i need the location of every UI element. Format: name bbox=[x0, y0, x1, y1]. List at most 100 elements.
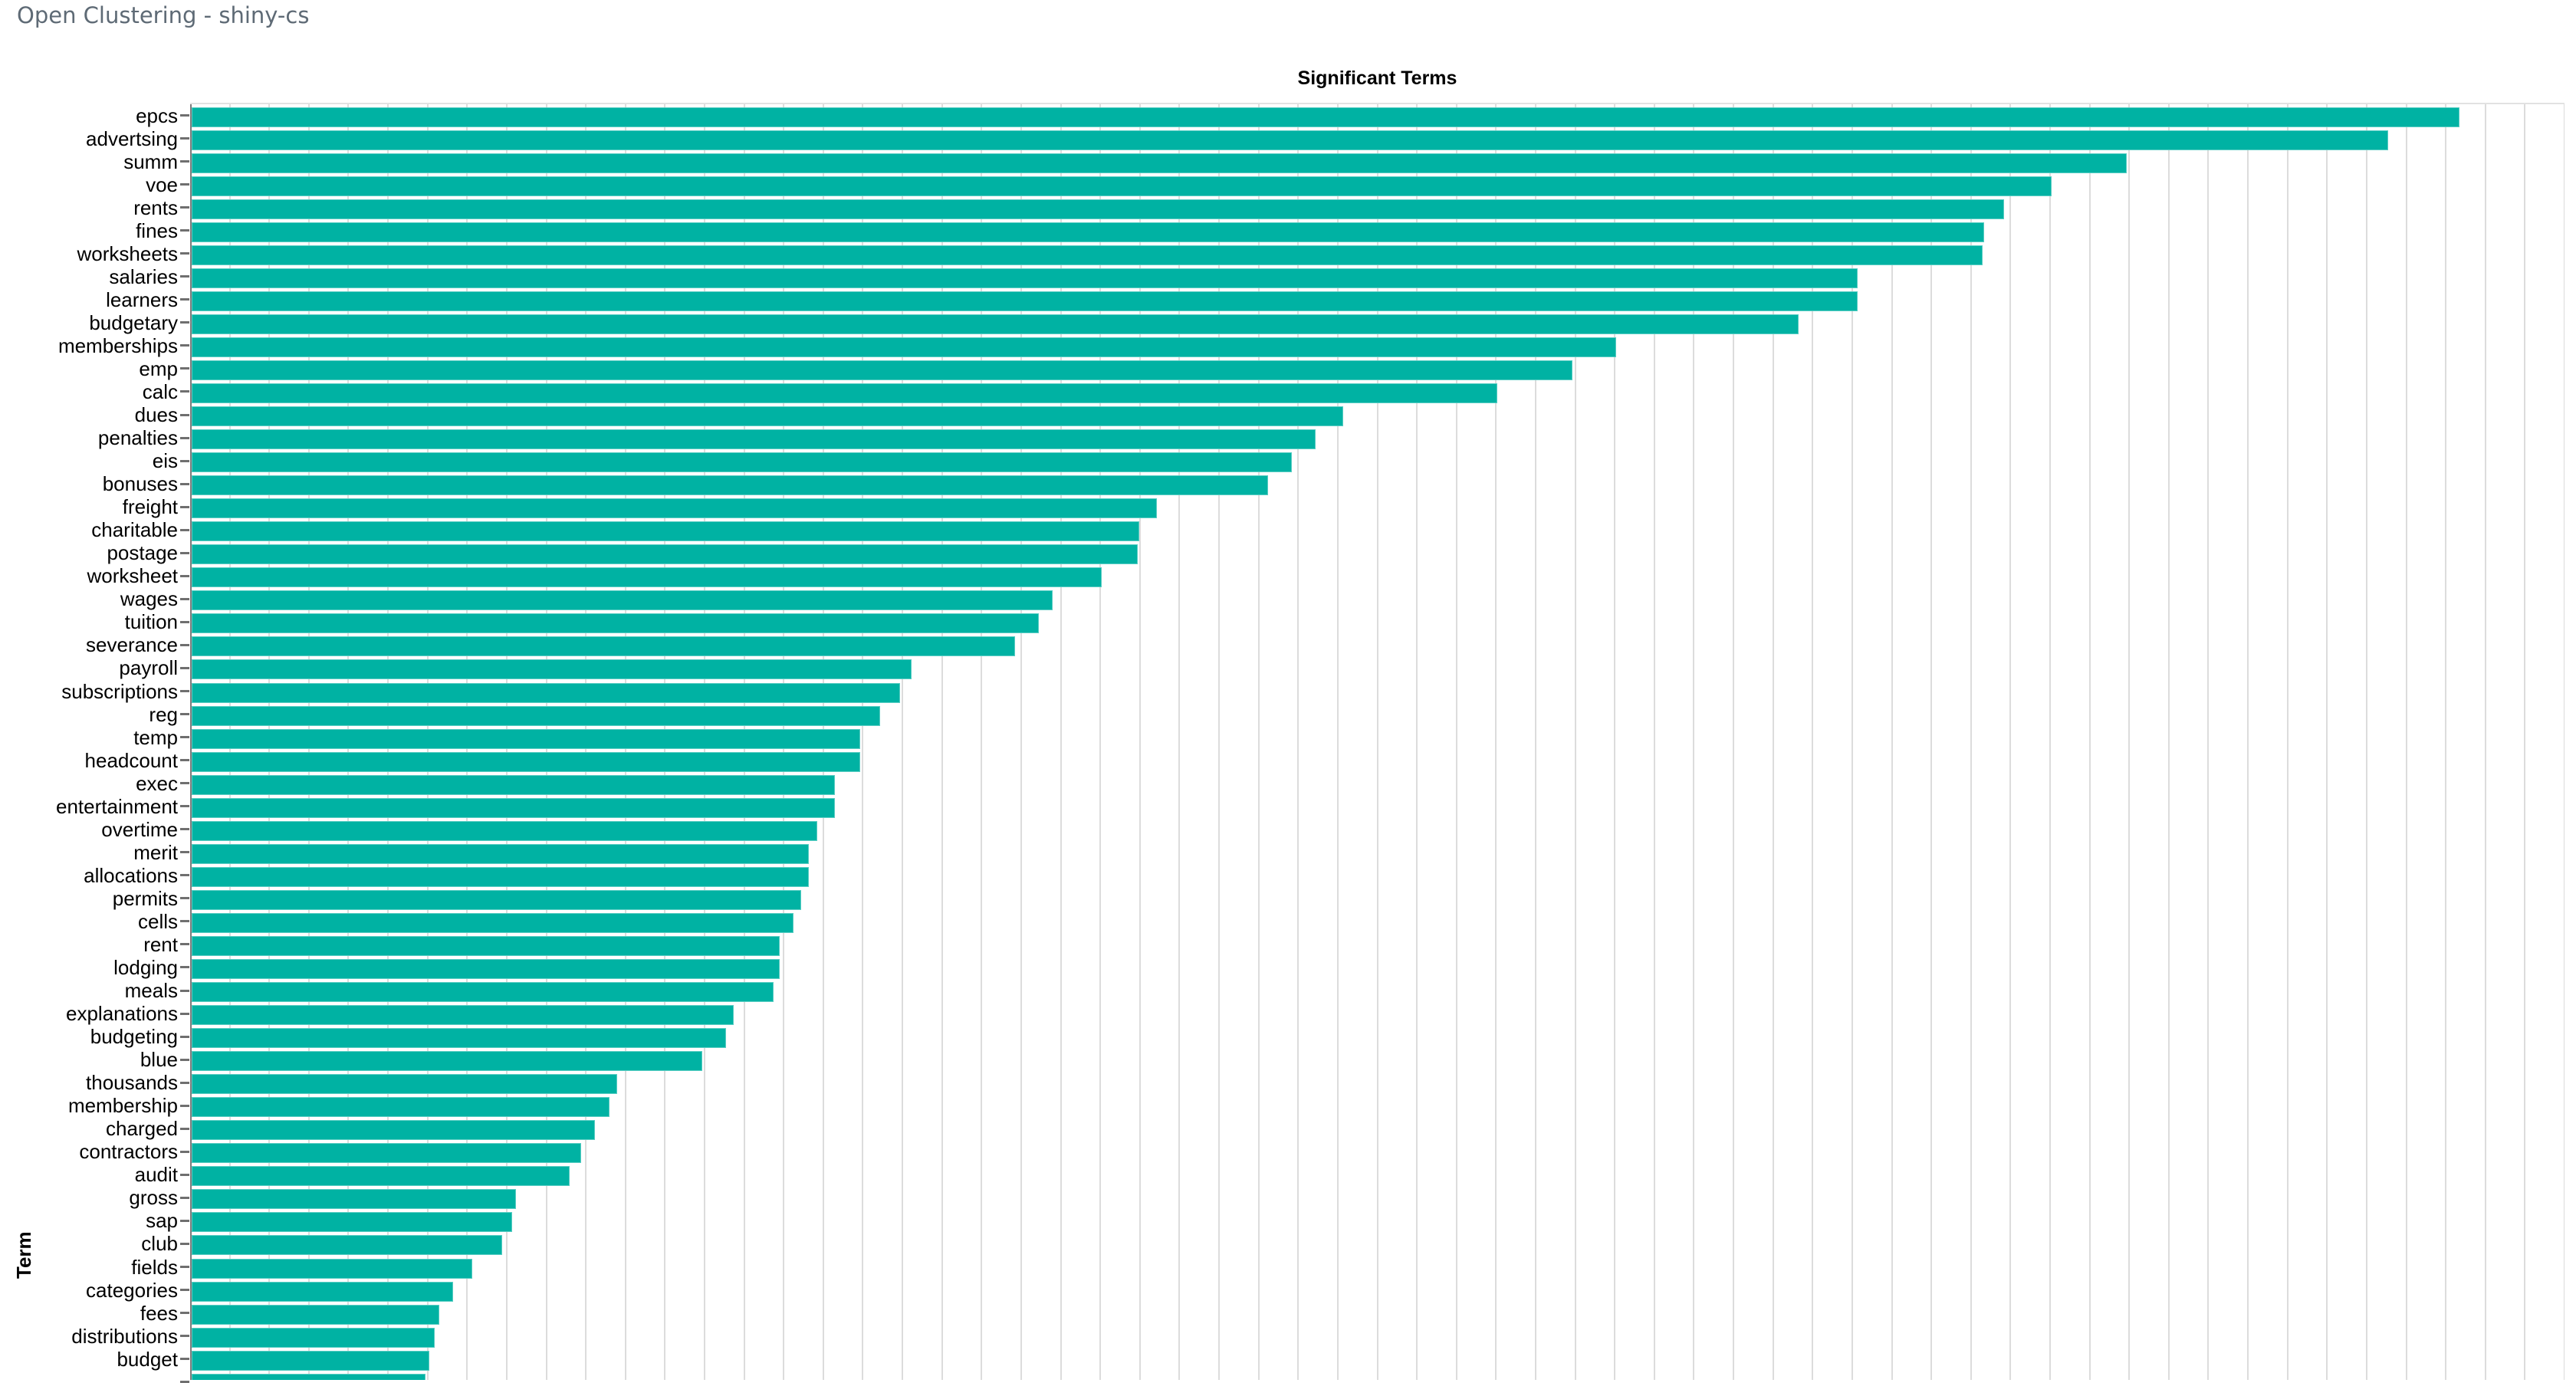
category-label: worksheets bbox=[77, 242, 179, 265]
category-label: calc bbox=[142, 380, 178, 403]
bar bbox=[192, 867, 809, 887]
category-label: voe bbox=[146, 173, 178, 196]
gridline bbox=[1337, 104, 1339, 1380]
bar bbox=[192, 844, 809, 864]
gridline bbox=[1377, 104, 1378, 1380]
y-tick bbox=[180, 160, 189, 163]
gridline bbox=[1891, 104, 1893, 1380]
category-label: overtime bbox=[101, 818, 178, 841]
category-label: bonuses bbox=[102, 472, 178, 495]
category-label: membership bbox=[67, 1094, 178, 1117]
gridline bbox=[2207, 104, 2209, 1380]
category-label: epcs bbox=[136, 104, 178, 127]
category-label: eis bbox=[152, 449, 178, 472]
chart-title: Significant Terms bbox=[1297, 67, 1457, 89]
bar bbox=[192, 752, 860, 772]
bar bbox=[192, 1374, 426, 1380]
gridline bbox=[2366, 104, 2367, 1380]
category-label: postage bbox=[107, 541, 178, 564]
bar bbox=[192, 360, 1572, 380]
gridline bbox=[1812, 104, 1813, 1380]
bar bbox=[192, 1282, 453, 1302]
gridline bbox=[2009, 104, 2011, 1380]
bar bbox=[192, 890, 801, 910]
category-label: penalties bbox=[97, 426, 178, 449]
y-tick bbox=[180, 1105, 189, 1107]
y-tick bbox=[180, 897, 189, 899]
gridline bbox=[902, 104, 903, 1380]
gridline bbox=[1970, 104, 1972, 1380]
bar bbox=[192, 959, 780, 979]
bar bbox=[192, 1005, 734, 1025]
y-tick bbox=[180, 759, 189, 761]
category-label: subscriptions bbox=[61, 680, 178, 703]
bar bbox=[192, 383, 1497, 403]
y-tick bbox=[180, 367, 189, 370]
y-tick bbox=[180, 229, 189, 232]
gridline bbox=[2326, 104, 2328, 1380]
y-tick bbox=[180, 621, 189, 623]
category-label: explanations bbox=[66, 1002, 178, 1025]
gridline bbox=[2406, 104, 2407, 1380]
bar bbox=[192, 1074, 617, 1094]
bar bbox=[192, 590, 1053, 610]
gridline bbox=[2287, 104, 2288, 1380]
y-tick bbox=[180, 298, 189, 301]
category-label: audit bbox=[134, 1163, 178, 1186]
bar bbox=[192, 683, 900, 703]
bar bbox=[192, 245, 1983, 265]
category-label: budget bbox=[117, 1348, 178, 1371]
gridline bbox=[2168, 104, 2170, 1380]
y-tick bbox=[180, 943, 189, 945]
category-label: club bbox=[141, 1232, 178, 1255]
category-label: rents bbox=[133, 196, 178, 219]
category-label: budgeting bbox=[90, 1025, 178, 1048]
category-label: contractors bbox=[79, 1140, 178, 1163]
bar bbox=[192, 1028, 726, 1048]
bar bbox=[192, 982, 774, 1002]
y-tick bbox=[180, 1082, 189, 1084]
gridline bbox=[2524, 104, 2525, 1380]
y-tick bbox=[180, 344, 189, 347]
y-tick bbox=[180, 644, 189, 646]
y-tick bbox=[180, 460, 189, 462]
bar bbox=[192, 821, 817, 841]
category-label: lodging bbox=[113, 956, 178, 979]
category-label: headcount bbox=[84, 749, 178, 772]
gridline bbox=[981, 104, 982, 1380]
y-tick bbox=[180, 1151, 189, 1153]
bar bbox=[192, 406, 1343, 426]
y-tick bbox=[180, 252, 189, 255]
y-tick bbox=[180, 1128, 189, 1130]
y-tick bbox=[180, 713, 189, 715]
gridline bbox=[1178, 104, 1180, 1380]
category-label: fees bbox=[140, 1302, 178, 1325]
y-tick bbox=[180, 183, 189, 186]
y-tick bbox=[180, 1013, 189, 1015]
gridline bbox=[1575, 104, 1576, 1380]
bar bbox=[192, 199, 2004, 219]
gridline bbox=[1060, 104, 1062, 1380]
y-tick bbox=[180, 598, 189, 600]
gridline bbox=[1535, 104, 1536, 1380]
y-tick bbox=[180, 1197, 189, 1199]
y-tick bbox=[180, 828, 189, 830]
gridline bbox=[1218, 104, 1220, 1380]
y-tick bbox=[180, 690, 189, 692]
bar bbox=[192, 498, 1157, 518]
bar bbox=[192, 475, 1268, 495]
bar bbox=[192, 452, 1292, 472]
y-axis-line bbox=[190, 104, 192, 1380]
gridline bbox=[1297, 104, 1299, 1380]
y-tick bbox=[180, 1243, 189, 1245]
bar bbox=[192, 130, 2388, 150]
bar bbox=[192, 429, 1316, 449]
gridline bbox=[1773, 104, 1774, 1380]
gridline bbox=[2247, 104, 2249, 1380]
category-label: rent bbox=[143, 933, 178, 956]
y-tick bbox=[180, 851, 189, 853]
y-tick bbox=[180, 1289, 189, 1291]
category-label: entertainment bbox=[56, 795, 178, 818]
category-label: severance bbox=[86, 633, 178, 656]
bar bbox=[192, 1051, 702, 1071]
